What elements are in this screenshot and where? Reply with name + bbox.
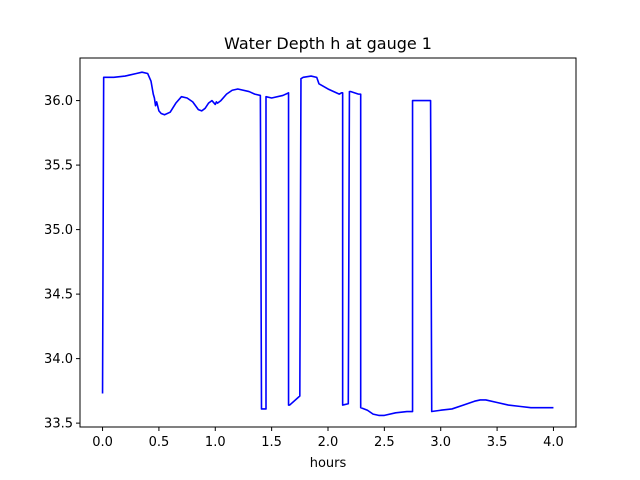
x-tick-label: 3.0 — [430, 435, 451, 450]
y-tick-label: 35.5 — [44, 159, 73, 174]
x-tick-label: 1.0 — [205, 435, 226, 450]
y-tick-label: 36.0 — [44, 94, 73, 109]
x-tick-label: 2.5 — [374, 435, 395, 450]
series-line — [101, 71, 554, 417]
y-tick-label: 34.5 — [44, 288, 73, 303]
x-tick-label: 2.0 — [318, 435, 339, 450]
chart-title: Water Depth h at gauge 1 — [224, 34, 432, 53]
x-axis-label: hours — [310, 456, 347, 471]
y-axis-ticks: 33.5 34.0 34.5 35.0 35.5 36.0 — [44, 94, 80, 432]
plot-area: 0.0 0.5 1.0 1.5 2.0 2.5 3.0 3.5 4.0 33.5 34.0 34.5… — [44, 57, 577, 450]
x-tick-label: 4.0 — [543, 435, 564, 450]
plot-frame — [79, 57, 577, 428]
x-tick-label: 0.0 — [92, 435, 113, 450]
y-tick-label: 35.0 — [44, 223, 73, 238]
x-tick-label: 0.5 — [149, 435, 170, 450]
y-tick-label: 34.0 — [44, 352, 73, 367]
y-tick-label: 33.5 — [44, 417, 73, 432]
x-tick-label: 1.5 — [261, 435, 282, 450]
x-axis-ticks: 0.0 0.5 1.0 1.5 2.0 2.5 3.0 3.5 4.0 — [92, 427, 564, 450]
x-tick-label: 3.5 — [487, 435, 508, 450]
